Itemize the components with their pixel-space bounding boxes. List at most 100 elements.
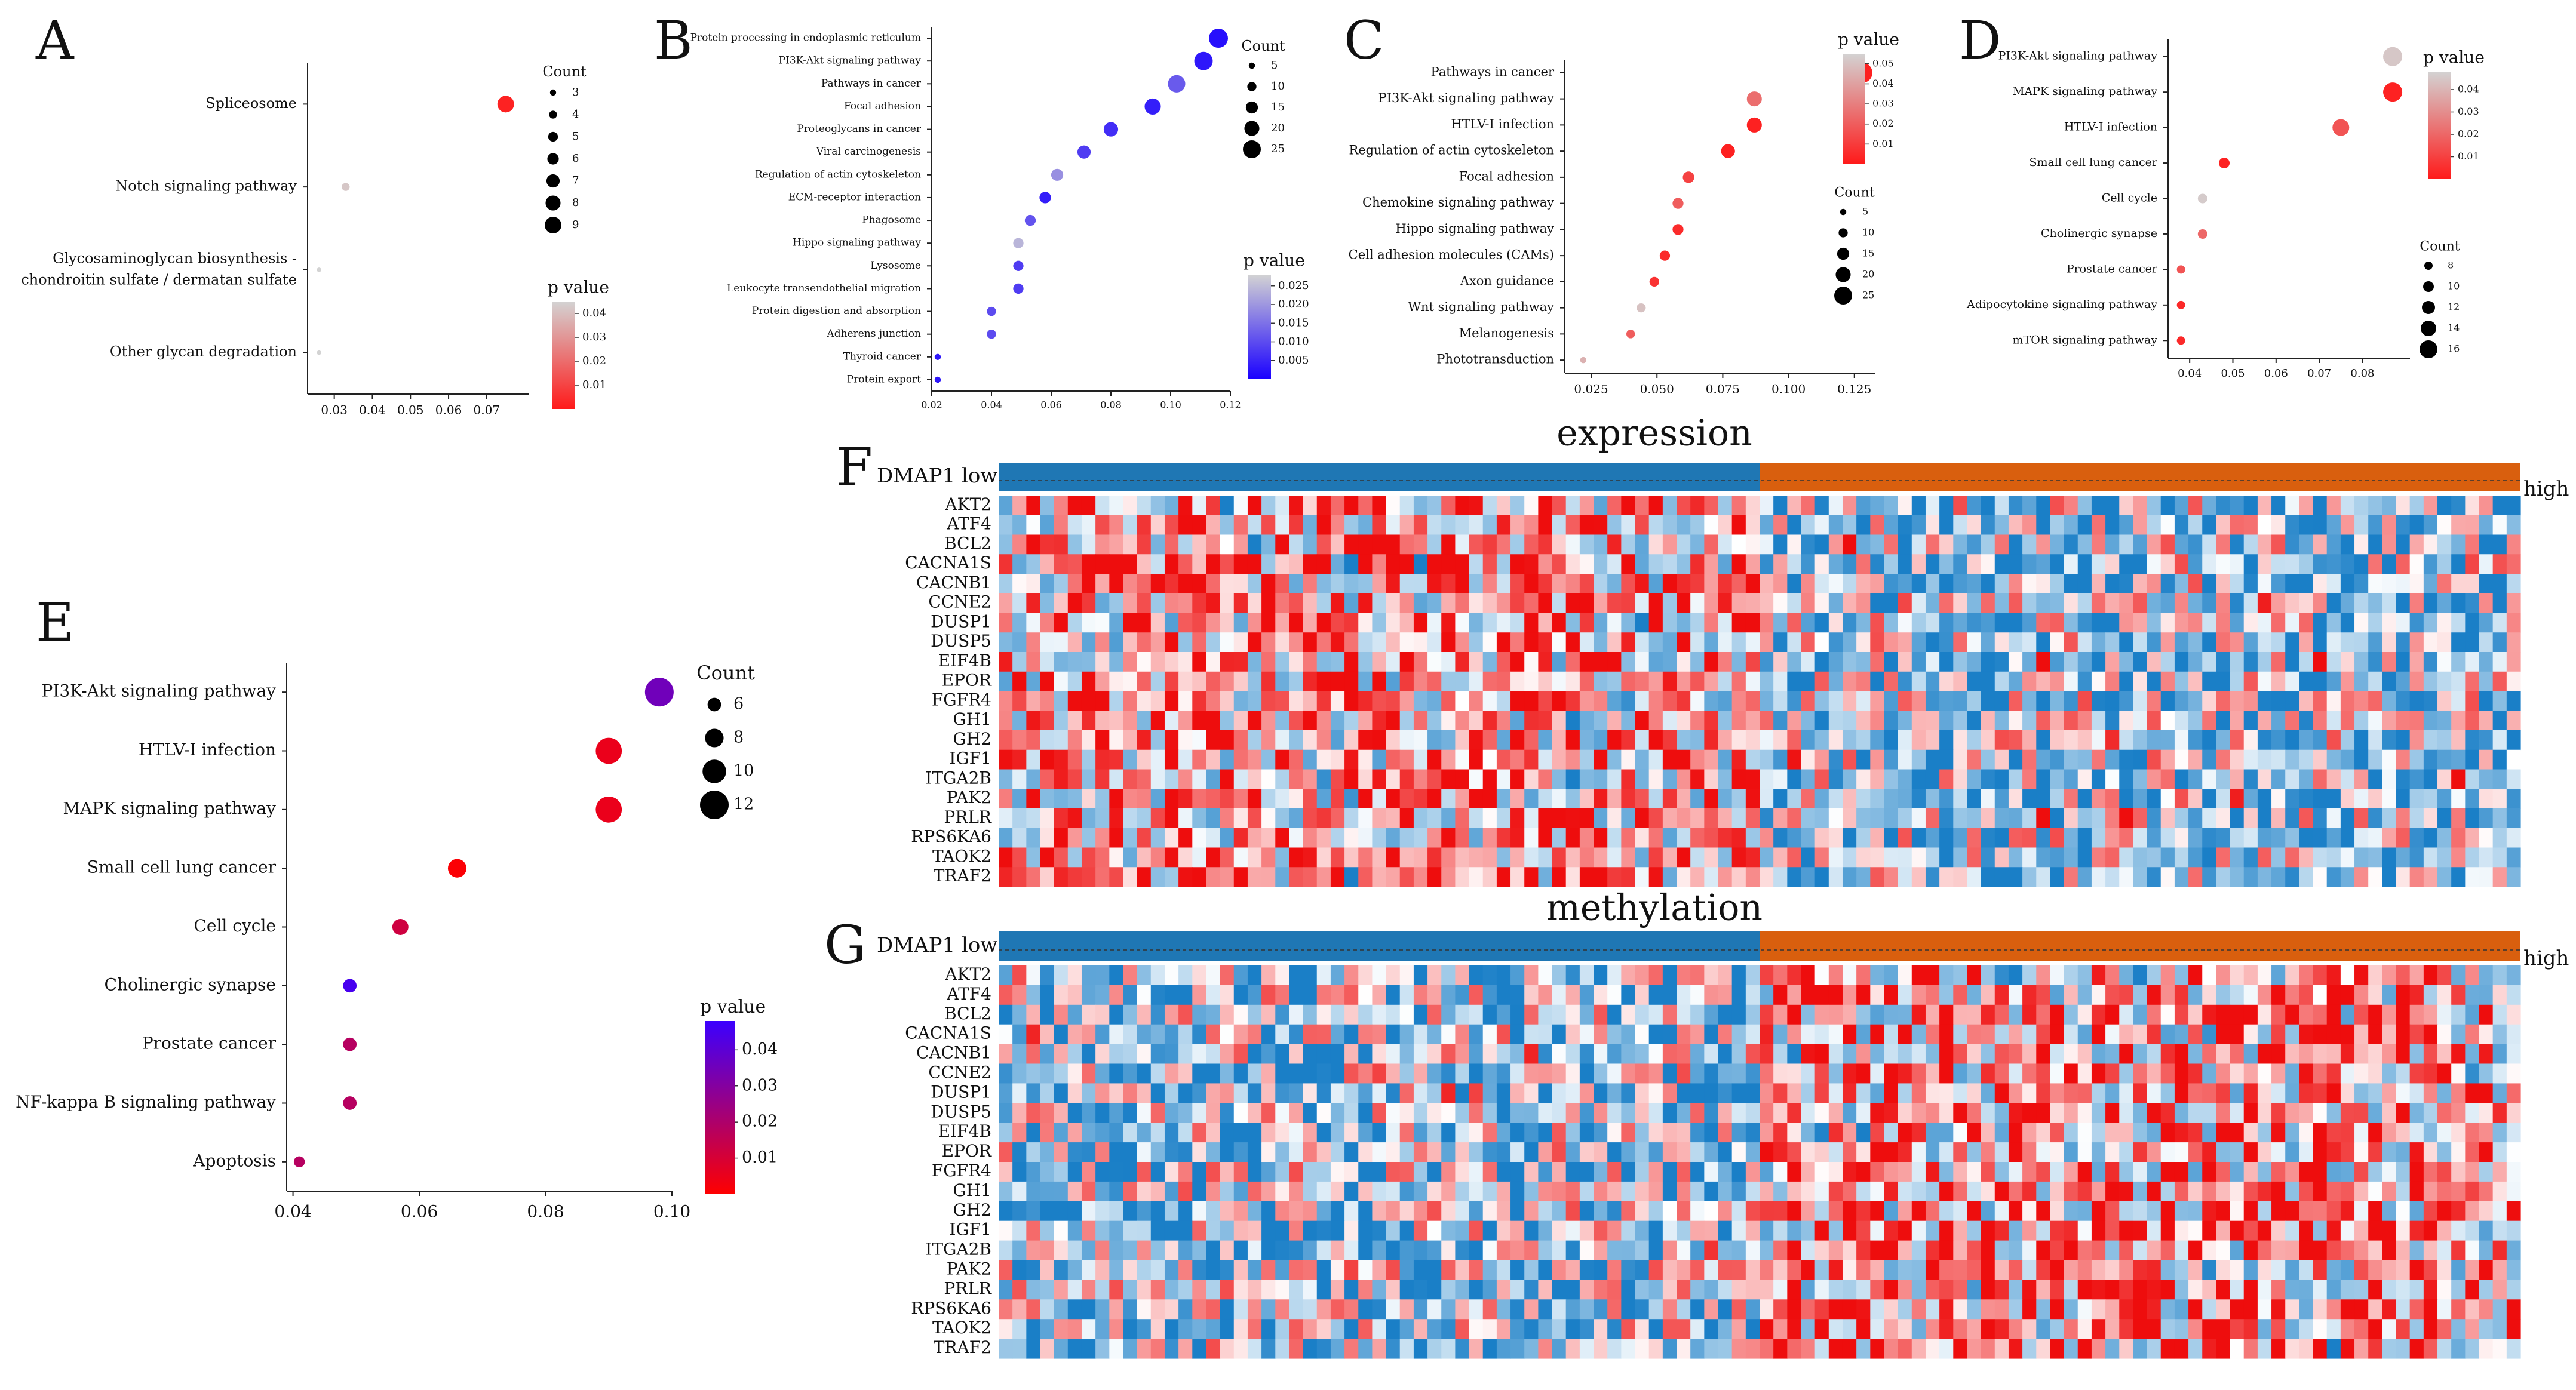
gene-label: GH2	[953, 729, 991, 749]
heatmap-cell	[1662, 1123, 1677, 1143]
heatmap-cell	[1137, 1240, 1152, 1261]
heatmap-cell	[1745, 1083, 1760, 1103]
size-legend-value: 3	[572, 86, 579, 99]
heatmap-cell	[1192, 789, 1207, 809]
heatmap-cell	[1510, 593, 1525, 614]
heatmap-cell	[1482, 534, 1497, 555]
heatmap-cell	[2451, 1103, 2466, 1123]
heatmap-cell	[2257, 1063, 2272, 1084]
heatmap-cell	[1275, 789, 1290, 809]
heatmap-cell	[1760, 1201, 1774, 1222]
heatmap-cell	[1275, 1024, 1290, 1045]
heatmap-cell	[2160, 1240, 2175, 1261]
heatmap-cell	[2299, 1339, 2314, 1359]
heatmap-cell	[1123, 1240, 1138, 1261]
heatmap-cell	[1911, 965, 1926, 986]
heatmap-cell	[2465, 1063, 2480, 1084]
heatmap-cell	[1040, 1220, 1055, 1241]
heatmap-cell	[1745, 515, 1760, 536]
heatmap-cell	[1565, 1044, 1580, 1065]
heatmap-cell	[1316, 985, 1331, 1005]
heatmap-cell	[1358, 789, 1373, 809]
heatmap-cell	[1054, 1319, 1069, 1339]
heatmap-cell	[1552, 1004, 1567, 1025]
heatmap-cell	[1524, 593, 1539, 614]
heatmap-cell	[1648, 985, 1663, 1005]
heatmap-cell	[1594, 1142, 1608, 1163]
heatmap-cell	[2174, 1299, 2189, 1320]
heatmap-cell	[1081, 769, 1096, 789]
heatmap-cell	[2451, 671, 2466, 692]
heatmap-cell	[1565, 789, 1580, 809]
heatmap-cell	[1538, 1103, 1553, 1123]
heatmap-cell	[1911, 1083, 1926, 1103]
size-legend-value: 10	[733, 762, 754, 780]
heatmap-cell	[1677, 691, 1691, 711]
heatmap-cell	[1814, 671, 1829, 692]
heatmap-cell	[1469, 613, 1484, 633]
heatmap-cell	[1247, 828, 1262, 848]
heatmap-cell	[999, 652, 1013, 672]
heatmap-cell	[2230, 1181, 2245, 1202]
heatmap-cell	[1787, 1339, 1802, 1359]
heatmap-cell	[1427, 1123, 1442, 1143]
heatmap-cell	[1538, 769, 1553, 789]
heatmap-cell	[1911, 1063, 1926, 1084]
heatmap-cell	[2119, 965, 2134, 986]
heatmap-cell	[1524, 749, 1539, 770]
heatmap-cell	[1233, 691, 1248, 711]
heatmap-cell	[1247, 1299, 1262, 1320]
heatmap-cell	[2340, 749, 2355, 770]
heatmap-cell	[1842, 1123, 1857, 1143]
heatmap-cell	[1012, 1240, 1027, 1261]
heatmap-cell	[1441, 789, 1456, 809]
heatmap-cell	[2299, 1181, 2314, 1202]
heatmap-cell	[1524, 1004, 1539, 1025]
heatmap-cell	[1745, 632, 1760, 653]
heatmap-cell	[2313, 691, 2328, 711]
heatmap-cell	[1953, 867, 1968, 887]
heatmap-cell	[2174, 769, 2189, 789]
heatmap-cell	[2050, 1260, 2065, 1280]
heatmap-cell	[1967, 867, 1982, 887]
heatmap-cell	[2492, 1201, 2507, 1222]
heatmap-cell	[2451, 749, 2466, 770]
heatmap-cell	[1413, 1299, 1428, 1320]
heatmap-cell	[1884, 985, 1899, 1005]
heatmap-cell	[1648, 1123, 1663, 1143]
heatmap-cell	[2188, 691, 2203, 711]
heatmap-cell	[2230, 534, 2245, 555]
heatmap-cell	[2050, 789, 2065, 809]
heatmap-cell	[2147, 1299, 2161, 1320]
heatmap-cell	[2050, 1162, 2065, 1182]
heatmap-cell	[1123, 652, 1138, 672]
heatmap-cell	[1399, 749, 1414, 770]
heatmap-cell	[1538, 749, 1553, 770]
heatmap-cell	[2008, 808, 2023, 829]
heatmap-cell	[2382, 711, 2397, 731]
heatmap-cell	[1760, 985, 1774, 1005]
heatmap-cell	[1939, 671, 1954, 692]
heatmap-cell	[1399, 1260, 1414, 1280]
heatmap-cell	[1040, 534, 1055, 555]
heatmap-cell	[2174, 965, 2189, 986]
heatmap-cell	[2396, 574, 2411, 594]
heatmap-cell	[1760, 965, 1774, 986]
heatmap-cell	[1635, 1083, 1650, 1103]
heatmap-cell	[1192, 847, 1207, 868]
heatmap-cell	[1524, 1024, 1539, 1045]
heatmap-cell	[1828, 496, 1843, 516]
heatmap-cell	[1760, 1044, 1774, 1065]
heatmap-cell	[2022, 1063, 2037, 1084]
heatmap-cell	[1109, 496, 1124, 516]
heatmap-cell	[1925, 1142, 1940, 1163]
heatmap-cell	[1967, 534, 1982, 555]
color-legend-value: 0.020	[1278, 298, 1309, 310]
category-label: Protein processing in endoplasmic reticu…	[690, 32, 921, 44]
heatmap-cell	[1939, 789, 1954, 809]
heatmap-cell	[2271, 769, 2286, 789]
data-point	[1013, 260, 1024, 271]
heatmap-cell	[2271, 808, 2286, 829]
heatmap-cell	[1814, 1063, 1829, 1084]
data-point	[343, 1096, 357, 1110]
